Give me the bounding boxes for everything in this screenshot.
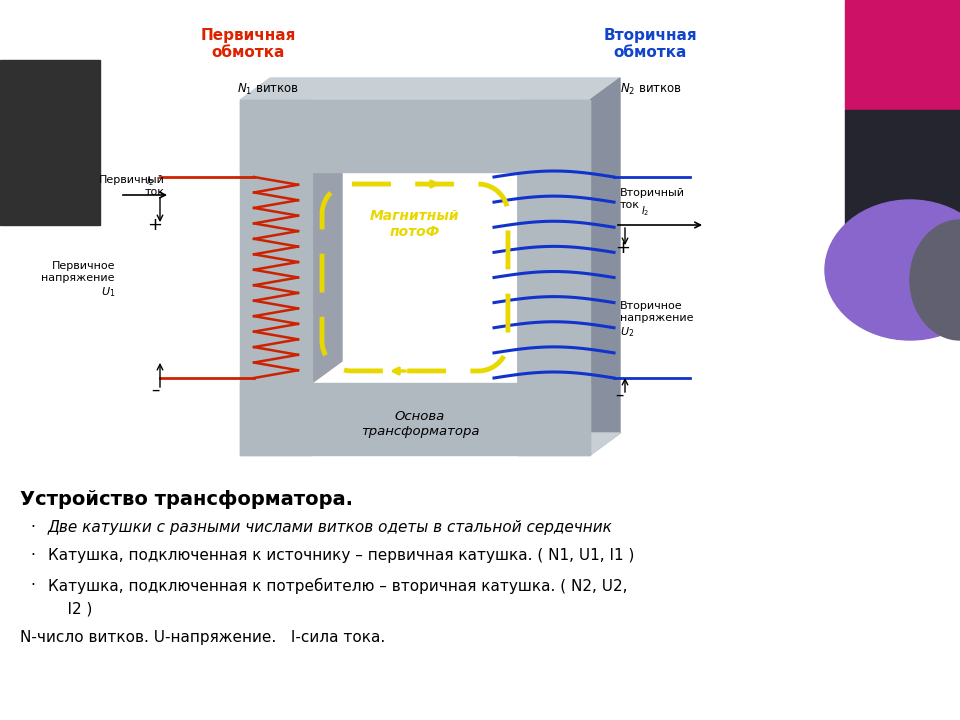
Polygon shape — [240, 383, 590, 455]
Polygon shape — [240, 433, 620, 455]
Text: $N_1$ витков: $N_1$ витков — [237, 82, 300, 97]
Polygon shape — [312, 150, 548, 172]
Text: $N_2$ витков: $N_2$ витков — [620, 82, 682, 97]
Polygon shape — [518, 150, 548, 383]
Text: Основа
трансформатора: Основа трансформатора — [361, 410, 479, 438]
Text: $I_2$: $I_2$ — [640, 204, 649, 218]
Bar — [845, 0, 960, 110]
Text: Устройство трансформатора.: Устройство трансформатора. — [20, 490, 353, 509]
Text: Первичное
напряжение
$U_1$: Первичное напряжение $U_1$ — [41, 261, 115, 299]
Text: $I_2$: $I_2$ — [146, 174, 155, 188]
Ellipse shape — [910, 220, 960, 340]
Text: N-число витков. U-напряжение.   I-сила тока.: N-число витков. U-напряжение. I-сила ток… — [20, 630, 385, 645]
Bar — [0, 60, 100, 225]
Bar — [845, 110, 960, 310]
Text: Первичный
ток: Первичный ток — [99, 175, 165, 197]
Text: ·: · — [30, 578, 35, 593]
Polygon shape — [312, 150, 342, 383]
Text: ·: · — [30, 520, 35, 535]
Text: +: + — [148, 216, 162, 234]
Text: –: – — [615, 386, 623, 404]
Text: –: – — [151, 381, 159, 399]
Polygon shape — [312, 150, 548, 172]
Polygon shape — [240, 100, 312, 455]
Text: Первичная
обмотка: Первичная обмотка — [201, 28, 296, 60]
Text: I2 ): I2 ) — [48, 602, 92, 617]
Text: Вторичное
напряжение
$U_2$: Вторичное напряжение $U_2$ — [620, 301, 693, 338]
Text: Катушка, подключенная к потребителю – вторичная катушка. ( N2, U2,: Катушка, подключенная к потребителю – вт… — [48, 578, 628, 594]
Polygon shape — [590, 78, 620, 455]
Text: +: + — [615, 239, 630, 257]
Text: ·: · — [30, 548, 35, 563]
Text: Вторичная
обмотка: Вторичная обмотка — [603, 28, 697, 60]
Ellipse shape — [825, 200, 960, 340]
Text: Магнитный
потоФ: Магнитный потоФ — [371, 209, 460, 239]
Polygon shape — [518, 100, 590, 455]
Text: Две катушки с разными числами витков одеты в стальной сердечник: Две катушки с разными числами витков оде… — [48, 520, 612, 535]
Polygon shape — [240, 78, 620, 100]
Text: Катушка, подключенная к источнику – первичная катушка. ( N1, U1, I1 ): Катушка, подключенная к источнику – перв… — [48, 548, 635, 563]
Polygon shape — [240, 100, 590, 172]
Text: Вторичный
ток: Вторичный ток — [620, 188, 685, 210]
